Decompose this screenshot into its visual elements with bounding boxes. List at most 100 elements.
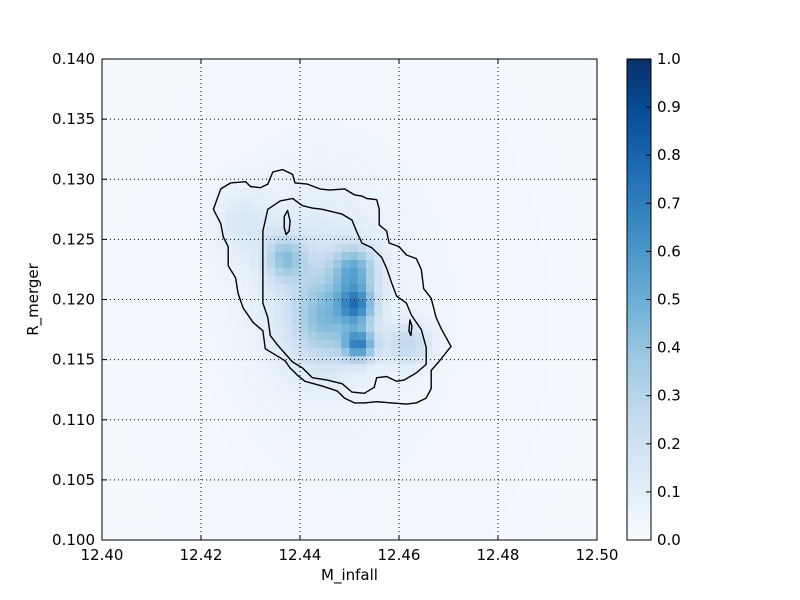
heatmap-cell xyxy=(432,267,441,277)
heatmap-cell xyxy=(341,147,351,156)
heatmap-cell xyxy=(572,483,582,493)
heatmap-cell xyxy=(349,379,359,389)
heatmap-cell xyxy=(333,83,342,92)
heatmap-cell xyxy=(399,467,408,477)
x-tick-label: 12.44 xyxy=(279,546,322,564)
heatmap-cell xyxy=(432,107,441,116)
heatmap-cell xyxy=(432,115,441,124)
heatmap-cell xyxy=(440,83,450,92)
heatmap-cell xyxy=(539,267,549,277)
heatmap-cell xyxy=(143,251,153,261)
heatmap-cell xyxy=(275,115,285,124)
heatmap-cell xyxy=(547,315,557,325)
heatmap-cell xyxy=(126,195,136,204)
heatmap-cell xyxy=(250,275,260,285)
heatmap-cell xyxy=(275,227,285,236)
heatmap-cell xyxy=(110,371,120,381)
heatmap-cell xyxy=(258,59,268,68)
heatmap-cell xyxy=(580,347,590,357)
heatmap-cell xyxy=(168,299,177,309)
heatmap-cell xyxy=(151,507,161,517)
heatmap-cell xyxy=(555,291,565,301)
heatmap-cell xyxy=(564,507,573,517)
heatmap-cell xyxy=(432,259,441,269)
heatmap-cell xyxy=(118,155,128,164)
heatmap-cell xyxy=(572,403,582,413)
heatmap-cell xyxy=(126,291,136,301)
heatmap-cell xyxy=(456,275,466,285)
heatmap-cell xyxy=(341,179,351,188)
heatmap-cell xyxy=(366,291,375,301)
heatmap-cell xyxy=(168,483,177,493)
heatmap-cell xyxy=(506,363,516,373)
heatmap-cell xyxy=(201,243,210,252)
heatmap-cell xyxy=(390,131,400,140)
heatmap-cell xyxy=(456,291,466,301)
heatmap-cell xyxy=(168,91,177,100)
heatmap-cell xyxy=(118,363,128,373)
heatmap-cell xyxy=(473,219,483,228)
heatmap-cell xyxy=(118,307,128,317)
heatmap-cell xyxy=(316,475,326,485)
heatmap-cell xyxy=(209,419,219,429)
heatmap-cell xyxy=(539,459,549,469)
heatmap-cell xyxy=(275,339,285,349)
heatmap-cell xyxy=(135,155,144,164)
heatmap-cell xyxy=(143,195,153,204)
heatmap-cell xyxy=(291,147,301,156)
heatmap-cell xyxy=(151,171,161,180)
heatmap-cell xyxy=(151,283,161,293)
heatmap-cell xyxy=(456,187,466,196)
heatmap-cell xyxy=(126,243,136,252)
heatmap-cell xyxy=(168,355,177,365)
heatmap-cell xyxy=(168,291,177,301)
heatmap-cell xyxy=(456,251,466,261)
heatmap-cell xyxy=(234,331,243,341)
heatmap-cell xyxy=(234,371,243,381)
heatmap-cell xyxy=(572,315,582,325)
heatmap-cell xyxy=(324,443,334,453)
heatmap-cell xyxy=(407,483,417,493)
heatmap-cell xyxy=(407,347,417,357)
heatmap-cell xyxy=(415,475,425,485)
heatmap-cell xyxy=(564,451,573,461)
heatmap-cell xyxy=(489,451,499,461)
heatmap-cell xyxy=(168,267,177,277)
heatmap-cell xyxy=(209,123,219,132)
heatmap-cell xyxy=(531,411,540,421)
heatmap-cell xyxy=(382,435,392,445)
heatmap-cell xyxy=(390,483,400,493)
heatmap-cell xyxy=(275,123,285,132)
heatmap-cell xyxy=(456,451,466,461)
heatmap-cell xyxy=(217,451,227,461)
heatmap-cell xyxy=(102,291,111,301)
heatmap-cell xyxy=(382,331,392,341)
heatmap-cell xyxy=(366,515,375,525)
heatmap-cell xyxy=(506,411,516,421)
heatmap-cell xyxy=(357,499,367,509)
heatmap-cell xyxy=(399,355,408,365)
heatmap-cell xyxy=(366,411,375,421)
heatmap-cell xyxy=(291,83,301,92)
heatmap-cell xyxy=(357,227,367,236)
heatmap-cell xyxy=(580,411,590,421)
heatmap-cell xyxy=(465,267,474,277)
heatmap-cell xyxy=(390,355,400,365)
heatmap-cell xyxy=(126,219,136,228)
heatmap-cell xyxy=(283,235,293,244)
heatmap-cell xyxy=(110,507,120,517)
heatmap-cell xyxy=(481,523,491,533)
heatmap-cell xyxy=(126,499,136,509)
heatmap-cell xyxy=(300,483,309,493)
heatmap-cell xyxy=(168,179,177,188)
heatmap-cell xyxy=(547,411,557,421)
heatmap-cell xyxy=(564,523,573,533)
heatmap-cell xyxy=(580,331,590,341)
heatmap-cell xyxy=(390,115,400,124)
heatmap-cell xyxy=(357,395,367,405)
heatmap-cell xyxy=(456,483,466,493)
heatmap-cell xyxy=(308,267,318,277)
heatmap-cell xyxy=(572,451,582,461)
heatmap-cell xyxy=(135,531,144,541)
heatmap-cell xyxy=(539,467,549,477)
